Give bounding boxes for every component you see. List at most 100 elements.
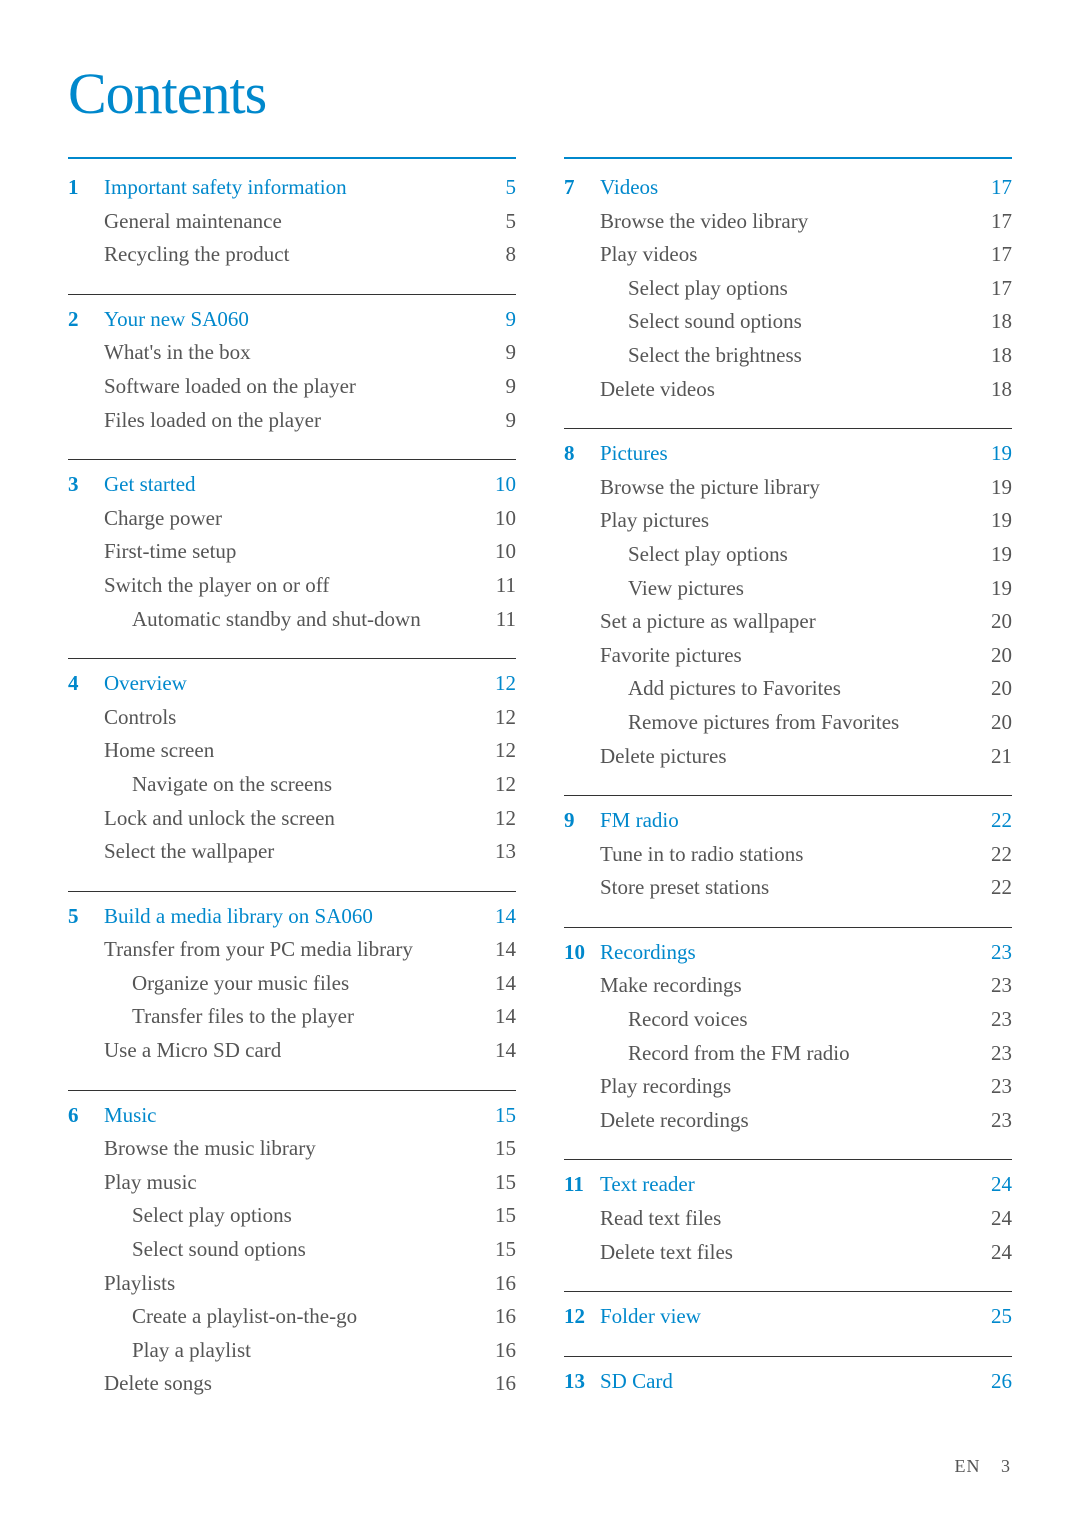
toc-entry-row[interactable]: Charge power10 bbox=[68, 502, 516, 536]
entry-page: 9 bbox=[476, 336, 516, 370]
toc-entry-row[interactable]: Play a playlist16 bbox=[68, 1334, 516, 1368]
toc-columns: 1Important safety information5General ma… bbox=[68, 157, 1012, 1423]
toc-entry-row[interactable]: Delete recordings23 bbox=[564, 1104, 1012, 1138]
toc-entry-row[interactable]: Read text files24 bbox=[564, 1202, 1012, 1236]
toc-entry-row[interactable]: Browse the video library17 bbox=[564, 205, 1012, 239]
entry-page: 21 bbox=[972, 740, 1012, 774]
toc-entry-row[interactable]: Delete videos18 bbox=[564, 373, 1012, 407]
toc-entry-row[interactable]: Select sound options18 bbox=[564, 305, 1012, 339]
toc-entry-row[interactable]: Select play options17 bbox=[564, 272, 1012, 306]
entry-label: Select play options bbox=[104, 1199, 476, 1233]
chapter-page: 26 bbox=[972, 1365, 1012, 1399]
chapter-number: 3 bbox=[68, 468, 104, 502]
toc-entry-row[interactable]: Playlists16 bbox=[68, 1267, 516, 1301]
toc-entry-row[interactable]: Switch the player on or off11 bbox=[68, 569, 516, 603]
toc-entry-row[interactable]: Play recordings23 bbox=[564, 1070, 1012, 1104]
toc-entry-row[interactable]: Store preset stations22 bbox=[564, 871, 1012, 905]
toc-section: 10Recordings23Make recordings23Record vo… bbox=[564, 927, 1012, 1138]
toc-chapter-row[interactable]: 10Recordings23 bbox=[564, 936, 1012, 970]
toc-chapter-row[interactable]: 13SD Card26 bbox=[564, 1365, 1012, 1399]
toc-section: 8Pictures19Browse the picture library19P… bbox=[564, 428, 1012, 773]
entry-label: Play pictures bbox=[600, 504, 972, 538]
toc-entry-row[interactable]: Delete pictures21 bbox=[564, 740, 1012, 774]
toc-entry-row[interactable]: Automatic standby and shut-down11 bbox=[68, 603, 516, 637]
toc-entry-row[interactable]: Controls12 bbox=[68, 701, 516, 735]
chapter-number: 13 bbox=[564, 1365, 600, 1399]
toc-entry-row[interactable]: Transfer files to the player14 bbox=[68, 1000, 516, 1034]
chapter-title: Videos bbox=[600, 171, 972, 205]
entry-label: Store preset stations bbox=[600, 871, 972, 905]
toc-chapter-row[interactable]: 9FM radio22 bbox=[564, 804, 1012, 838]
entry-page: 16 bbox=[476, 1334, 516, 1368]
toc-entry-row[interactable]: What's in the box9 bbox=[68, 336, 516, 370]
toc-chapter-row[interactable]: 11Text reader24 bbox=[564, 1168, 1012, 1202]
toc-entry-row[interactable]: Files loaded on the player9 bbox=[68, 404, 516, 438]
entry-page: 15 bbox=[476, 1166, 516, 1200]
entry-page: 22 bbox=[972, 871, 1012, 905]
entry-label: Delete songs bbox=[104, 1367, 476, 1401]
entry-page: 24 bbox=[972, 1236, 1012, 1270]
toc-entry-row[interactable]: Make recordings23 bbox=[564, 969, 1012, 1003]
toc-chapter-row[interactable]: 1Important safety information5 bbox=[68, 171, 516, 205]
toc-entry-row[interactable]: Record from the FM radio23 bbox=[564, 1037, 1012, 1071]
toc-entry-row[interactable]: Select play options15 bbox=[68, 1199, 516, 1233]
toc-chapter-row[interactable]: 2Your new SA0609 bbox=[68, 303, 516, 337]
entry-page: 15 bbox=[476, 1233, 516, 1267]
entry-label: Select play options bbox=[600, 272, 972, 306]
entry-label: Playlists bbox=[104, 1267, 476, 1301]
toc-entry-row[interactable]: Select the wallpaper13 bbox=[68, 835, 516, 869]
entry-label: Switch the player on or off bbox=[104, 569, 476, 603]
toc-entry-row[interactable]: Delete text files24 bbox=[564, 1236, 1012, 1270]
toc-entry-row[interactable]: Favorite pictures20 bbox=[564, 639, 1012, 673]
toc-entry-row[interactable]: View pictures19 bbox=[564, 572, 1012, 606]
toc-entry-row[interactable]: Play music15 bbox=[68, 1166, 516, 1200]
toc-entry-row[interactable]: Software loaded on the player9 bbox=[68, 370, 516, 404]
toc-entry-row[interactable]: Set a picture as wallpaper20 bbox=[564, 605, 1012, 639]
toc-entry-row[interactable]: Select the brightness18 bbox=[564, 339, 1012, 373]
toc-entry-row[interactable]: Record voices23 bbox=[564, 1003, 1012, 1037]
toc-entry-row[interactable]: Delete songs16 bbox=[68, 1367, 516, 1401]
toc-entry-row[interactable]: Browse the picture library19 bbox=[564, 471, 1012, 505]
toc-chapter-row[interactable]: 4Overview12 bbox=[68, 667, 516, 701]
toc-entry-row[interactable]: Browse the music library15 bbox=[68, 1132, 516, 1166]
chapter-title: Folder view bbox=[600, 1300, 972, 1334]
toc-chapter-row[interactable]: 8Pictures19 bbox=[564, 437, 1012, 471]
entry-label: Automatic standby and shut-down bbox=[104, 603, 476, 637]
toc-entry-row[interactable]: Use a Micro SD card14 bbox=[68, 1034, 516, 1068]
entry-page: 8 bbox=[476, 238, 516, 272]
entry-page: 10 bbox=[476, 535, 516, 569]
chapter-number: 1 bbox=[68, 171, 104, 205]
chapter-page: 10 bbox=[476, 468, 516, 502]
toc-entry-row[interactable]: Remove pictures from Favorites20 bbox=[564, 706, 1012, 740]
toc-entry-row[interactable]: Create a playlist-on-the-go16 bbox=[68, 1300, 516, 1334]
toc-entry-row[interactable]: Home screen12 bbox=[68, 734, 516, 768]
toc-entry-row[interactable]: Lock and unlock the screen12 bbox=[68, 802, 516, 836]
toc-entry-row[interactable]: General maintenance5 bbox=[68, 205, 516, 239]
toc-entry-row[interactable]: Organize your music files14 bbox=[68, 967, 516, 1001]
toc-entry-row[interactable]: Tune in to radio stations22 bbox=[564, 838, 1012, 872]
toc-entry-row[interactable]: Add pictures to Favorites20 bbox=[564, 672, 1012, 706]
toc-chapter-row[interactable]: 7Videos17 bbox=[564, 171, 1012, 205]
toc-entry-row[interactable]: Transfer from your PC media library14 bbox=[68, 933, 516, 967]
toc-chapter-row[interactable]: 12Folder view25 bbox=[564, 1300, 1012, 1334]
entry-page: 10 bbox=[476, 502, 516, 536]
toc-entry-row[interactable]: Play videos17 bbox=[564, 238, 1012, 272]
toc-entry-row[interactable]: Play pictures19 bbox=[564, 504, 1012, 538]
chapter-page: 25 bbox=[972, 1300, 1012, 1334]
toc-chapter-row[interactable]: 5Build a media library on SA06014 bbox=[68, 900, 516, 934]
toc-chapter-row[interactable]: 6Music15 bbox=[68, 1099, 516, 1133]
chapter-number: 12 bbox=[564, 1300, 600, 1334]
toc-section: 9FM radio22Tune in to radio stations22St… bbox=[564, 795, 1012, 905]
entry-label: Browse the picture library bbox=[600, 471, 972, 505]
chapter-number: 2 bbox=[68, 303, 104, 337]
entry-label: Remove pictures from Favorites bbox=[600, 706, 972, 740]
toc-entry-row[interactable]: Recycling the product8 bbox=[68, 238, 516, 272]
toc-entry-row[interactable]: Select play options19 bbox=[564, 538, 1012, 572]
entry-label: Make recordings bbox=[600, 969, 972, 1003]
toc-entry-row[interactable]: First-time setup10 bbox=[68, 535, 516, 569]
right-column: 7Videos17Browse the video library17Play … bbox=[564, 157, 1012, 1423]
toc-entry-row[interactable]: Navigate on the screens12 bbox=[68, 768, 516, 802]
entry-label: Lock and unlock the screen bbox=[104, 802, 476, 836]
toc-chapter-row[interactable]: 3Get started10 bbox=[68, 468, 516, 502]
toc-entry-row[interactable]: Select sound options15 bbox=[68, 1233, 516, 1267]
